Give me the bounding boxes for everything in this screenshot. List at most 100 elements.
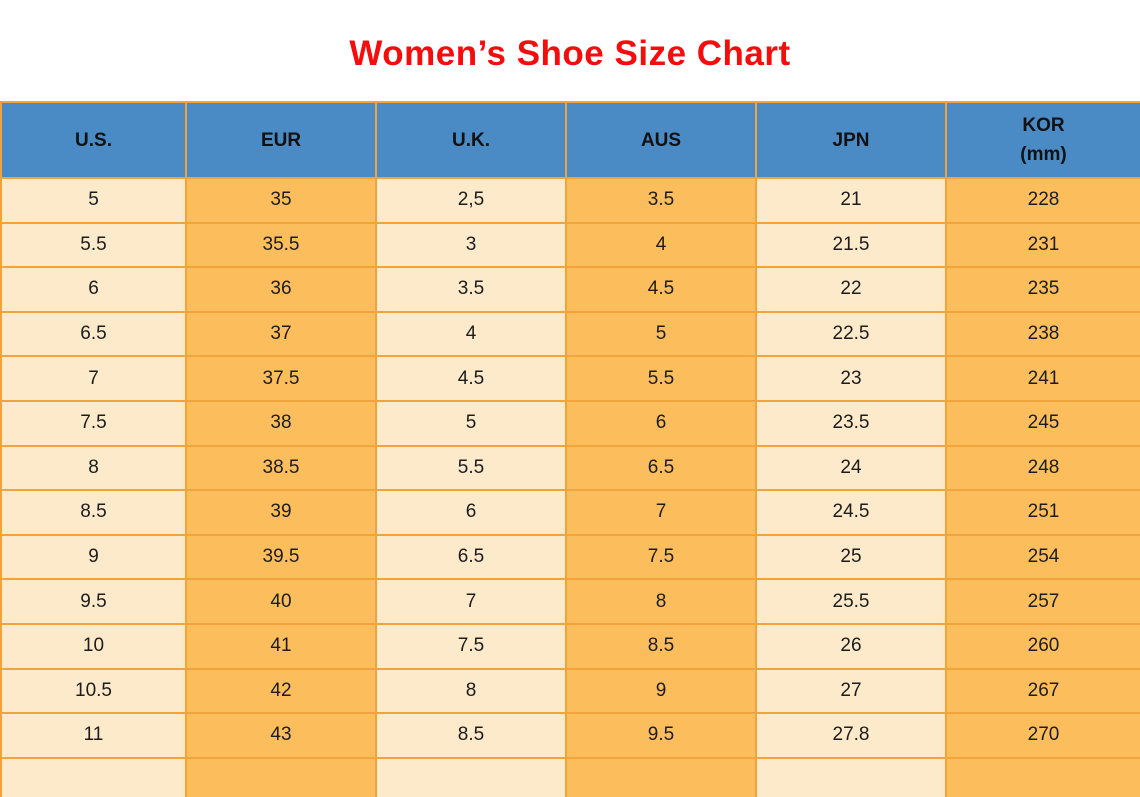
cell-kor — [945, 756, 1140, 797]
cell-us: 11 — [0, 712, 187, 759]
cell-jpn: 22.5 — [755, 310, 947, 358]
cell-aus: 7.5 — [565, 533, 757, 581]
cell-uk: 4 — [375, 310, 567, 358]
cell-us: 10.5 — [0, 667, 187, 715]
table-header-row: U.S. EUR U.K. AUS JPN KOR (mm) — [0, 101, 1140, 179]
column-header-label: AUS — [640, 129, 682, 151]
cell-eur: 43 — [185, 712, 377, 759]
cell-jpn: 24.5 — [755, 489, 947, 536]
cell-aus: 5 — [565, 310, 757, 358]
cell-us: 6 — [0, 266, 187, 313]
column-header-label: JPN — [832, 129, 870, 151]
column-header-aus: AUS — [565, 101, 757, 179]
page-title: Women’s Shoe Size Chart — [349, 34, 791, 73]
cell-eur: 41 — [185, 622, 377, 670]
cell-us: 7.5 — [0, 399, 187, 447]
cell-kor: 245 — [945, 399, 1140, 447]
cell-eur: 39 — [185, 489, 377, 536]
cell-eur: 39.5 — [185, 533, 377, 581]
column-header-eur: EUR — [185, 101, 377, 179]
cell-uk: 3.5 — [375, 266, 567, 313]
table-row: 6 36 3.5 4.5 22 235 — [0, 266, 1140, 313]
cell-kor: 241 — [945, 355, 1140, 402]
cell-uk: 8.5 — [375, 712, 567, 759]
cell-us: 5 — [0, 177, 187, 224]
cell-uk: 4.5 — [375, 355, 567, 402]
shoe-size-table: U.S. EUR U.K. AUS JPN KOR (mm) 5 35 2,5 3.5 21 228 5… — [0, 101, 1140, 797]
cell-eur: 35 — [185, 177, 377, 224]
table-row: 9.5 40 7 8 25.5 257 — [0, 578, 1140, 625]
cell-us: 9.5 — [0, 578, 187, 625]
cell-jpn: 23.5 — [755, 399, 947, 447]
cell-jpn — [755, 756, 947, 797]
cell-uk: 5 — [375, 399, 567, 447]
cell-eur: 35.5 — [185, 221, 377, 269]
table-row: 7.5 38 5 6 23.5 245 — [0, 399, 1140, 447]
cell-us: 8.5 — [0, 489, 187, 536]
table-row: 6.5 37 4 5 22.5 238 — [0, 310, 1140, 358]
cell-aus: 6 — [565, 399, 757, 447]
cell-eur — [185, 756, 377, 797]
table-row: 7 37.5 4.5 5.5 23 241 — [0, 355, 1140, 402]
cell-uk: 6.5 — [375, 533, 567, 581]
cell-aus: 3.5 — [565, 177, 757, 224]
cell-kor: 248 — [945, 444, 1140, 492]
cell-eur: 42 — [185, 667, 377, 715]
column-header-kor: KOR (mm) — [945, 101, 1140, 179]
table-row: 10 41 7.5 8.5 26 260 — [0, 622, 1140, 670]
cell-uk: 5.5 — [375, 444, 567, 492]
column-header-us: U.S. — [0, 101, 187, 179]
cell-us: 10 — [0, 622, 187, 670]
cell-aus: 4.5 — [565, 266, 757, 313]
cell-jpn: 21.5 — [755, 221, 947, 269]
cell-kor: 228 — [945, 177, 1140, 224]
column-header-label: KOR — [1022, 115, 1065, 136]
table-row: 5.5 35.5 3 4 21.5 231 — [0, 221, 1140, 269]
cell-us: 6.5 — [0, 310, 187, 358]
cell-eur: 37.5 — [185, 355, 377, 402]
cell-jpn: 21 — [755, 177, 947, 224]
cell-us: 7 — [0, 355, 187, 402]
cell-kor: 260 — [945, 622, 1140, 670]
table-row: 8 38.5 5.5 6.5 24 248 — [0, 444, 1140, 492]
cell-uk: 6 — [375, 489, 567, 536]
cell-jpn: 22 — [755, 266, 947, 313]
table-row: 10.5 42 8 9 27 267 — [0, 667, 1140, 715]
cell-uk: 7.5 — [375, 622, 567, 670]
cell-aus: 8 — [565, 578, 757, 625]
cell-jpn: 26 — [755, 622, 947, 670]
cell-aus: 7 — [565, 489, 757, 536]
column-header-jpn: JPN — [755, 101, 947, 179]
cell-aus: 4 — [565, 221, 757, 269]
cell-uk — [375, 756, 567, 797]
cell-jpn: 27 — [755, 667, 947, 715]
cell-eur: 36 — [185, 266, 377, 313]
table-row: 8.5 39 6 7 24.5 251 — [0, 489, 1140, 536]
cell-kor: 231 — [945, 221, 1140, 269]
cell-kor: 251 — [945, 489, 1140, 536]
cell-kor: 267 — [945, 667, 1140, 715]
cell-aus — [565, 756, 757, 797]
column-header-label: U.K. — [452, 129, 490, 151]
cell-kor: 235 — [945, 266, 1140, 313]
cell-jpn: 25 — [755, 533, 947, 581]
cell-uk: 8 — [375, 667, 567, 715]
cell-eur: 40 — [185, 578, 377, 625]
table-row-partial — [0, 756, 1140, 797]
cell-kor: 257 — [945, 578, 1140, 625]
cell-uk: 7 — [375, 578, 567, 625]
cell-aus: 9.5 — [565, 712, 757, 759]
cell-us: 5.5 — [0, 221, 187, 269]
table-row: 5 35 2,5 3.5 21 228 — [0, 177, 1140, 224]
cell-aus: 5.5 — [565, 355, 757, 402]
cell-jpn: 25.5 — [755, 578, 947, 625]
cell-aus: 9 — [565, 667, 757, 715]
cell-uk: 3 — [375, 221, 567, 269]
cell-jpn: 23 — [755, 355, 947, 402]
cell-aus: 8.5 — [565, 622, 757, 670]
column-header-uk: U.K. — [375, 101, 567, 179]
table-row: 9 39.5 6.5 7.5 25 254 — [0, 533, 1140, 581]
cell-eur: 38 — [185, 399, 377, 447]
cell-kor: 238 — [945, 310, 1140, 358]
